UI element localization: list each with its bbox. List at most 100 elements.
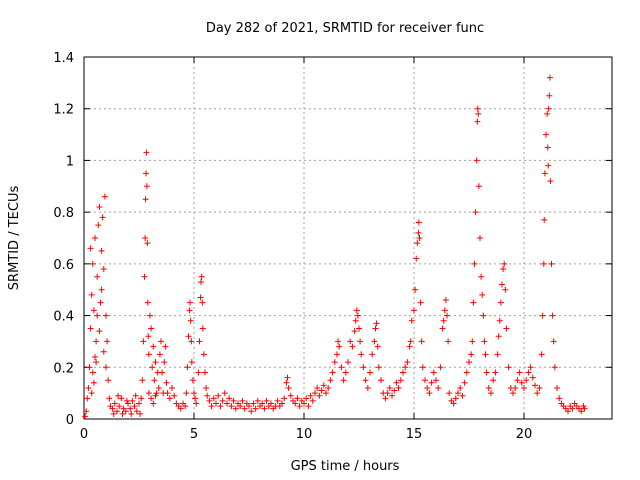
data-point-marker: [461, 379, 468, 386]
data-point-marker: [439, 325, 446, 332]
data-point-marker: [153, 390, 160, 397]
data-point-marker: [545, 162, 552, 169]
data-point-marker: [428, 379, 435, 386]
data-point-marker: [437, 364, 444, 371]
y-tick-label: 0.4: [53, 310, 74, 325]
data-point-marker: [309, 397, 316, 404]
data-point-marker: [480, 312, 487, 319]
data-point-marker: [404, 359, 411, 366]
data-point-marker: [307, 392, 314, 399]
data-point-marker: [148, 395, 155, 402]
data-point-marker: [149, 364, 156, 371]
data-point-marker: [195, 369, 202, 376]
data-point-marker: [183, 390, 190, 397]
data-point-marker: [492, 369, 499, 376]
data-point-marker: [514, 377, 521, 384]
data-point-marker: [416, 235, 423, 241]
data-point-marker: [494, 351, 501, 358]
data-point-marker: [292, 400, 299, 407]
data-point-marker: [230, 397, 237, 404]
data-point-marker: [424, 384, 431, 391]
data-point-marker: [372, 325, 379, 332]
data-point-marker: [356, 325, 362, 332]
data-point-marker: [138, 395, 145, 402]
data-point-marker: [142, 235, 149, 241]
data-point-marker: [204, 392, 211, 399]
y-axis-label: SRMTID / TECUs: [7, 186, 22, 291]
data-point-marker: [103, 364, 109, 371]
data-point-marker: [485, 384, 492, 391]
data-point-marker: [125, 400, 131, 407]
data-point-marker: [161, 359, 168, 366]
data-point-marker: [141, 273, 148, 280]
data-point-marker: [196, 338, 203, 345]
data-point-marker: [502, 286, 509, 293]
data-point-marker: [285, 384, 292, 391]
data-point-marker: [345, 359, 351, 366]
data-point-marker: [261, 405, 268, 412]
data-point-marker: [483, 369, 490, 376]
data-point-marker: [142, 196, 149, 203]
x-axis-label: GPS time / hours: [291, 459, 400, 474]
data-point-marker: [156, 351, 163, 358]
data-point-marker: [435, 384, 442, 391]
data-point-marker: [254, 397, 261, 404]
data-point-marker: [250, 400, 257, 407]
data-point-marker: [547, 178, 554, 185]
data-point-marker: [397, 377, 404, 384]
data-point-marker: [314, 384, 321, 391]
data-point-marker: [422, 377, 428, 384]
data-point-marker: [92, 353, 98, 360]
data-point-marker: [472, 209, 479, 216]
data-point-marker: [549, 312, 556, 319]
data-point-marker: [281, 395, 288, 402]
data-point-marker: [496, 317, 503, 324]
data-point-marker: [215, 392, 222, 399]
data-point-marker: [578, 408, 585, 415]
data-point-marker: [93, 359, 100, 366]
data-point-marker: [364, 384, 371, 391]
x-tick-label: 5: [190, 427, 198, 442]
data-point-marker: [473, 157, 480, 164]
data-point-marker: [338, 364, 345, 371]
data-point-marker: [199, 299, 206, 306]
data-point-marker: [441, 307, 448, 314]
data-point-marker: [525, 369, 532, 376]
y-tick-label: 0: [66, 413, 74, 428]
data-point-marker: [378, 377, 384, 384]
data-point-marker: [144, 240, 151, 247]
data-point-marker: [523, 377, 530, 384]
data-point-marker: [171, 392, 178, 399]
data-point-marker: [358, 351, 365, 358]
data-points: [82, 74, 588, 420]
data-point-marker: [470, 299, 477, 306]
data-point-marker: [94, 312, 101, 319]
data-point-marker: [500, 266, 507, 273]
y-tick-label: 0.6: [53, 258, 74, 273]
data-point-marker: [334, 351, 340, 358]
data-point-marker: [450, 400, 457, 407]
data-point-marker: [114, 408, 120, 415]
data-point-marker: [145, 390, 152, 397]
data-point-marker: [100, 348, 107, 355]
data-point-marker: [152, 359, 159, 366]
data-point-marker: [544, 144, 551, 151]
data-point-marker: [414, 240, 421, 247]
data-point-marker: [539, 312, 546, 319]
data-point-marker: [393, 379, 400, 386]
data-point-marker: [369, 351, 376, 358]
data-point-marker: [132, 392, 139, 399]
data-point-marker: [468, 351, 475, 358]
data-point-marker: [145, 333, 152, 340]
data-point-marker: [430, 369, 437, 376]
data-point-marker: [457, 384, 464, 391]
data-point-marker: [237, 403, 244, 410]
data-point-marker: [287, 392, 294, 399]
data-point-marker: [92, 235, 98, 241]
x-tick-label: 10: [296, 427, 313, 442]
data-point-marker: [137, 410, 144, 417]
data-point-marker: [375, 364, 382, 371]
data-point-marker: [374, 343, 381, 350]
data-point-marker: [83, 408, 90, 415]
data-point-marker: [426, 390, 433, 397]
